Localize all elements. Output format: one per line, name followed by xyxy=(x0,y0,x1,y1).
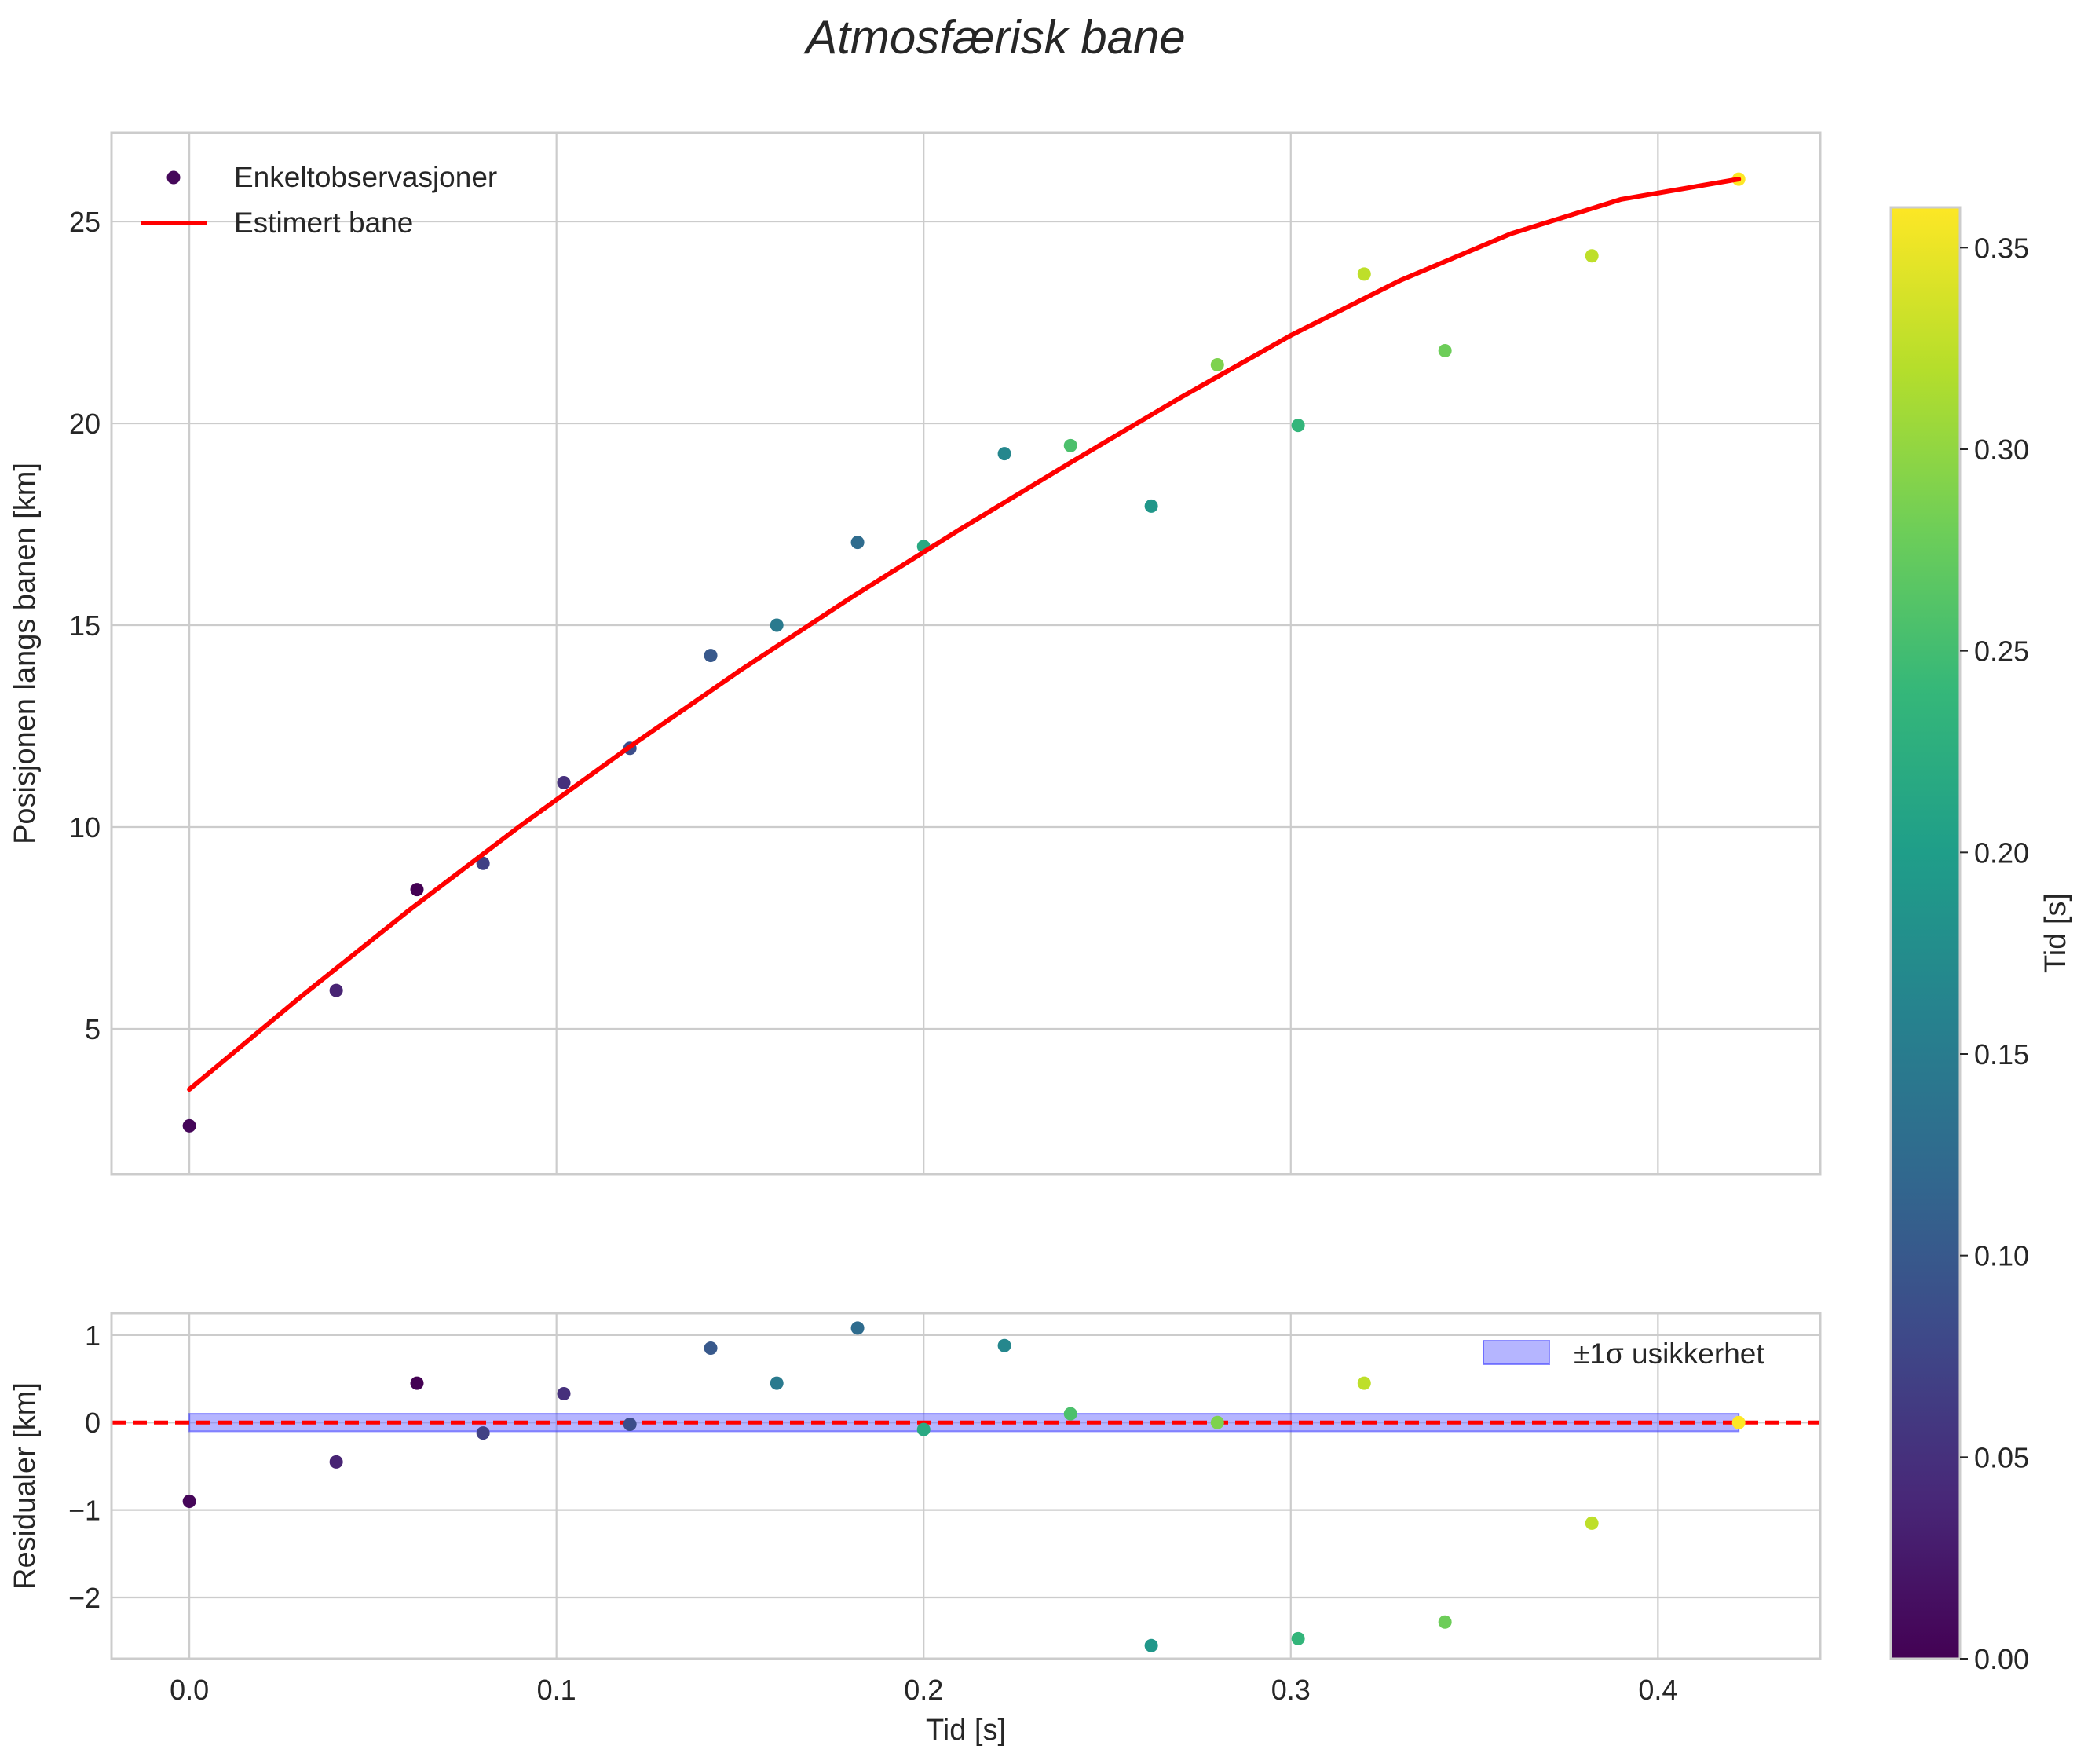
colorbar-label: Tid [s] xyxy=(2039,893,2072,973)
residual-point xyxy=(770,1376,784,1390)
main-y-tick-label: 20 xyxy=(69,408,101,440)
main-grid xyxy=(112,133,1820,1174)
observation-point xyxy=(1291,419,1305,433)
main-y-axis-label: Posisjonen langs banen [km] xyxy=(9,463,42,844)
colorbar-tick-label: 0.35 xyxy=(1974,232,2029,264)
main-y-tick-label: 5 xyxy=(85,1013,101,1045)
residual-point xyxy=(1063,1407,1077,1421)
resid-x-tick-label: 0.1 xyxy=(537,1674,576,1706)
residual-point xyxy=(850,1321,865,1335)
resid-x-tick-labels: 0.0 0.1 0.2 0.3 0.4 xyxy=(170,1674,1677,1706)
residual-point xyxy=(1438,1615,1452,1629)
colorbar-tick-label: 0.30 xyxy=(1974,434,2029,466)
observation-point xyxy=(770,618,784,632)
observation-point xyxy=(410,883,424,897)
residuals-panel: −2 −1 0 1 0.0 0.1 0.2 0.3 0.4 Residualer [km] Tid … xyxy=(9,1312,1822,1747)
residual-scatter-points xyxy=(182,1321,1746,1652)
observation-point xyxy=(704,649,718,663)
main-y-tick-label: 10 xyxy=(69,811,101,844)
colorbar: 0.00 0.05 0.10 0.15 0.20 0.25 0.30 0.35 Tid [s] xyxy=(1889,206,2072,1675)
observation-point xyxy=(1063,438,1077,452)
residual-point xyxy=(476,1426,490,1440)
residual-point xyxy=(182,1494,196,1508)
residual-point xyxy=(1585,1516,1599,1530)
main-y-tick-label: 15 xyxy=(69,609,101,642)
resid-x-tick-label: 0.4 xyxy=(1638,1674,1677,1706)
residual-point xyxy=(329,1455,343,1469)
residual-point xyxy=(997,1338,1011,1352)
residual-point xyxy=(623,1417,637,1431)
residual-frame xyxy=(110,1312,1822,1660)
legend-band-patch xyxy=(1483,1340,1550,1365)
main-frame xyxy=(110,131,1822,1176)
main-y-tick-label: 25 xyxy=(69,206,101,238)
resid-y-axis-label: Residualer [km] xyxy=(9,1382,42,1590)
figure-title: Atmosfærisk bane xyxy=(803,11,1186,64)
observation-point xyxy=(476,856,490,870)
observation-point xyxy=(1438,344,1452,358)
residual-point xyxy=(1731,1415,1746,1429)
resid-y-tick-labels: −2 −1 0 1 xyxy=(68,1319,101,1614)
observation-point xyxy=(329,983,343,997)
resid-y-tick-label: −1 xyxy=(68,1495,101,1527)
observation-point xyxy=(850,536,865,550)
residual-point xyxy=(557,1386,571,1400)
legend-label-band: ±1σ usikkerhet xyxy=(1574,1338,1764,1370)
x-axis-label: Tid [s] xyxy=(926,1714,1006,1747)
resid-y-tick-label: −2 xyxy=(68,1582,101,1614)
observation-point xyxy=(1585,249,1599,263)
resid-x-tick-label: 0.2 xyxy=(904,1674,943,1706)
main-legend: Enkeltobservasjoner Estimert bane xyxy=(141,161,497,239)
observation-point xyxy=(182,1118,196,1133)
observation-point xyxy=(1144,499,1158,513)
legend-label-estimated: Estimert bane xyxy=(234,207,413,239)
colorbar-tick-label: 0.15 xyxy=(1974,1038,2029,1070)
legend-scatter-marker xyxy=(166,170,181,185)
colorbar-tick-label: 0.05 xyxy=(1974,1441,2029,1473)
observation-point xyxy=(997,447,1011,461)
observation-point xyxy=(1210,358,1224,372)
colorbar-gradient xyxy=(1889,206,1962,1660)
resid-x-tick-label: 0.3 xyxy=(1271,1674,1311,1706)
residual-point xyxy=(410,1376,424,1390)
legend-label-observations: Enkeltobservasjoner xyxy=(234,161,497,193)
residual-point xyxy=(1291,1631,1305,1645)
main-y-tick-labels: 5 10 15 20 25 xyxy=(69,206,101,1045)
colorbar-tick-label: 0.20 xyxy=(1974,836,2029,869)
main-panel: 5 10 15 20 25 Posisjonen langs banen [km] Enke… xyxy=(9,131,1822,1176)
observation-point xyxy=(557,775,571,789)
colorbar-ticks: 0.00 0.05 0.10 0.15 0.20 0.25 0.30 0.35 xyxy=(1960,232,2029,1675)
residual-legend: ±1σ usikkerhet xyxy=(1483,1338,1764,1370)
colorbar-tick-label: 0.25 xyxy=(1974,635,2029,668)
main-plot-area xyxy=(112,133,1820,1174)
resid-y-tick-label: 1 xyxy=(85,1319,101,1352)
observation-point xyxy=(1357,267,1371,281)
resid-y-tick-label: 0 xyxy=(85,1407,101,1439)
residual-point xyxy=(704,1341,718,1356)
residual-point xyxy=(1144,1638,1158,1652)
residual-point xyxy=(916,1422,931,1436)
resid-x-tick-label: 0.0 xyxy=(170,1674,209,1706)
residual-point xyxy=(1357,1376,1371,1390)
colorbar-tick-label: 0.00 xyxy=(1974,1643,2029,1675)
resid-plot-area xyxy=(112,1313,1820,1659)
colorbar-tick-label: 0.10 xyxy=(1974,1240,2029,1272)
residual-point xyxy=(1210,1415,1224,1429)
main-scatter-points xyxy=(182,172,1746,1133)
estimated-trajectory-line xyxy=(187,177,1742,1092)
